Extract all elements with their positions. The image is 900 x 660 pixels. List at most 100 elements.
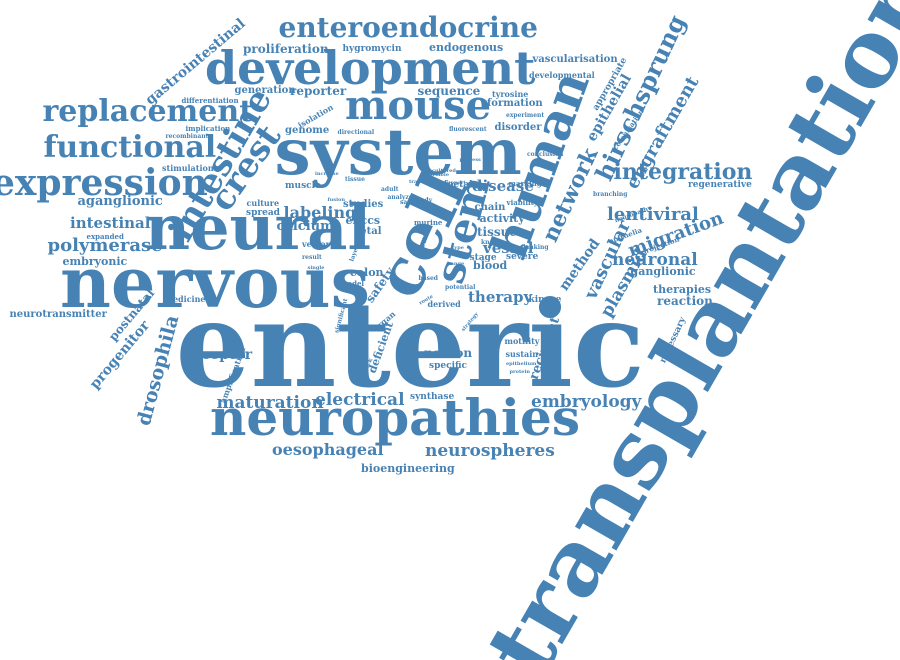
word-kinase: kinase: [528, 294, 562, 305]
word-tissue: tissue: [477, 225, 517, 239]
word-polymerase: polymerase: [47, 235, 163, 256]
word-sample: sample: [400, 199, 424, 206]
word-oesophageal: oesophageal: [272, 440, 384, 459]
word-vector: vector: [302, 239, 330, 249]
word-enteric: enteric: [175, 275, 645, 414]
word-mouse: mouse: [345, 82, 492, 129]
word-neurospheres: neurospheres: [425, 440, 555, 461]
word-colon: colon: [350, 265, 384, 279]
word-implication: implication: [185, 123, 231, 133]
word-calcium: calcium: [276, 218, 334, 234]
word-viability: viability: [506, 197, 538, 207]
word-derived: derived: [427, 299, 461, 309]
word-recombinant: recombinant: [165, 133, 209, 140]
word-tissue: tissue: [345, 176, 365, 183]
word-labeling: labeling: [283, 203, 357, 222]
word-chain: chain: [474, 202, 506, 213]
word-tyrosine: tyrosine: [492, 89, 529, 99]
word-lentiviral: lentiviral: [607, 204, 699, 225]
word-therapies: therapies: [653, 282, 712, 296]
word-disease: disease: [472, 176, 534, 195]
word-developmental: developmental: [529, 70, 595, 80]
word-study: study: [414, 197, 433, 204]
word-integration: integration: [613, 159, 753, 185]
word-bioengineering: bioengineering: [361, 461, 455, 475]
word-experiment: experiment: [506, 112, 545, 119]
word-severe: severe: [506, 251, 539, 262]
word-marking: marking: [508, 178, 542, 188]
word-differentiation: differentiation: [181, 95, 239, 105]
word-flanking: flanking: [521, 244, 549, 251]
word-activity: activity: [479, 211, 525, 225]
word-process: process: [459, 156, 481, 163]
word-functional: functional: [43, 130, 217, 165]
word-formation: formation: [487, 98, 543, 109]
word-medicine: medicine: [164, 294, 206, 304]
word-aganglionic: aganglionic: [77, 193, 163, 209]
word-motility: motility: [504, 336, 540, 346]
word-potential: potential: [445, 284, 476, 291]
word-embryology: embryology: [531, 391, 642, 412]
word-murine: murine: [414, 217, 443, 227]
word-sustain: sustain: [505, 349, 539, 359]
word-vascularisation: vascularisation: [532, 54, 618, 65]
word-type: type: [452, 244, 464, 251]
word-reporter: reporter: [290, 84, 347, 98]
word-culture: culture: [246, 198, 280, 208]
word-directional: directional: [337, 129, 375, 136]
word-known: known: [481, 239, 504, 246]
word-muscle: muscle: [285, 180, 321, 191]
word-stage: stage: [469, 252, 497, 263]
word-enteroendocrine: enteroendocrine: [278, 11, 538, 44]
word-synthase: synthase: [410, 391, 455, 402]
word-disorder: disorder: [494, 122, 542, 133]
word-protein: protein: [509, 368, 531, 375]
word-hygromycin: hygromycin: [342, 43, 402, 54]
word-increase: increase: [315, 170, 339, 177]
word-expression: expression: [0, 162, 208, 204]
word-neuronal: neuronal: [612, 249, 698, 270]
word-based: based: [418, 275, 438, 282]
word-model: model: [340, 278, 365, 288]
word-fetal: fetal: [356, 226, 382, 237]
word-regenerative: regenerative: [688, 179, 752, 190]
word-transient: transient: [409, 178, 435, 185]
word-adult: adult: [381, 186, 399, 193]
word-analyze: analyze: [387, 194, 413, 201]
word-variable: variable: [426, 171, 450, 178]
word-electrical: electrical: [315, 389, 405, 410]
word-enccs: enccs: [345, 213, 381, 227]
word-stimulation: stimulation: [162, 163, 214, 173]
word-generation: generation: [234, 85, 296, 96]
word-specific: specific: [429, 360, 468, 371]
word-neuron: neuron: [424, 346, 473, 360]
word-fluorescent: fluorescent: [449, 126, 487, 133]
word-sequence: sequence: [417, 84, 481, 98]
word-system: system: [274, 115, 522, 190]
word-nervous: nervous: [60, 241, 370, 324]
word-genome: genome: [285, 125, 330, 136]
word-neurotransmitter: neurotransmitter: [9, 309, 107, 320]
word-development: development: [205, 41, 536, 95]
word-neural: neural: [145, 191, 371, 264]
word-ganglionic: ganglionic: [630, 264, 696, 278]
word-vessel: vessel: [483, 238, 534, 257]
word-studies: studies: [343, 199, 384, 210]
word-therapy: therapy: [468, 287, 533, 306]
word-proliferation: proliferation: [243, 42, 329, 56]
word-support: support: [444, 179, 466, 186]
word-fusion: fusion: [327, 196, 345, 203]
word-endogenous: endogenous: [429, 40, 504, 54]
word-intestinal: intestinal: [70, 213, 151, 232]
word-blood: blood: [473, 258, 508, 272]
word-result: result: [302, 254, 322, 261]
word-epithelium: epithelium: [506, 360, 537, 367]
word-conclusion: conclusion: [527, 151, 564, 158]
word-maturation: maturation: [216, 392, 324, 413]
word-neuropathies: neuropathies: [210, 388, 580, 447]
word-replacement: replacement: [42, 94, 254, 129]
word-expanded: expanded: [86, 231, 124, 241]
word-foetal: foetal: [443, 179, 473, 190]
word-range: range: [448, 260, 465, 267]
